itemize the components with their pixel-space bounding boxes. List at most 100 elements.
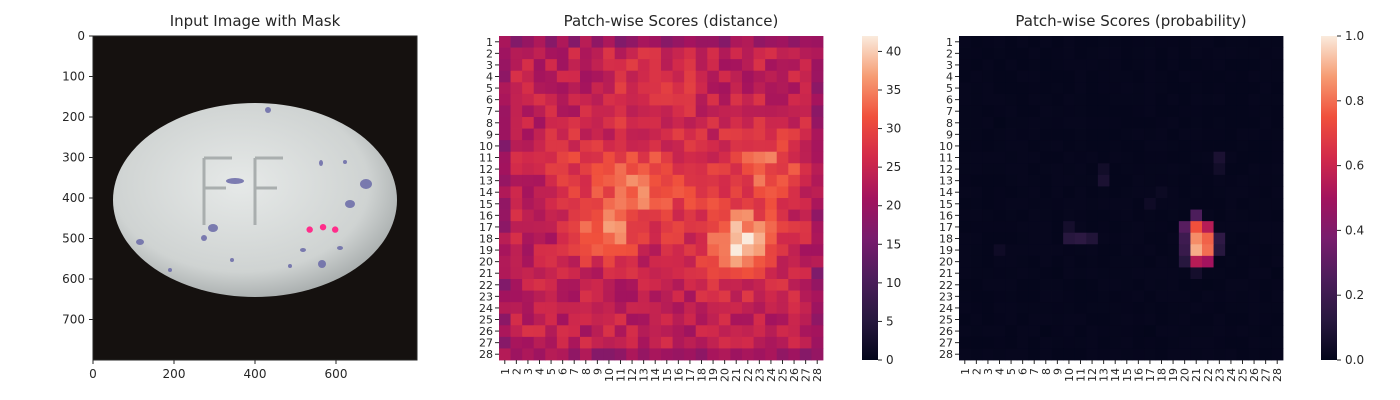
heatmap-cell xyxy=(1040,140,1052,153)
heatmap-cell xyxy=(684,302,697,315)
heatmap-cell xyxy=(1178,221,1191,234)
heatmap-cell xyxy=(637,348,650,361)
heatmap-cell xyxy=(580,82,592,95)
heatmap-cell xyxy=(1005,279,1018,291)
heatmap-cell xyxy=(730,174,743,187)
heatmap-cell xyxy=(1259,209,1272,222)
heatmap-cell xyxy=(545,290,558,303)
heatmap-cell xyxy=(1271,209,1284,222)
heatmap-cell xyxy=(1202,151,1214,164)
heatmap-cell xyxy=(545,186,558,199)
heatmap-cell xyxy=(730,198,743,210)
heatmap-cell xyxy=(1236,279,1249,291)
heatmap-cell xyxy=(510,93,523,106)
heatmap-cell xyxy=(1271,151,1284,164)
heatmap-cell xyxy=(753,255,766,268)
heatmap-cell xyxy=(684,105,697,118)
y-tick-label: 21 xyxy=(939,267,953,280)
heatmap-cell xyxy=(1271,290,1284,303)
heatmap-cell xyxy=(637,232,650,245)
heatmap-cell xyxy=(730,128,743,141)
heatmap-cell xyxy=(811,82,824,95)
heatmap-cell xyxy=(1132,336,1145,349)
heatmap-cell xyxy=(718,117,731,129)
heatmap-cell xyxy=(580,140,592,153)
heatmap-cell xyxy=(499,186,511,199)
heatmap-cell xyxy=(637,117,650,129)
heatmap-cell xyxy=(603,47,616,60)
heatmap-cell xyxy=(776,151,789,164)
heatmap-cell xyxy=(1097,47,1110,60)
heatmap-cell xyxy=(1028,174,1041,187)
heatmap-cell xyxy=(603,198,616,210)
heatmap-cell xyxy=(718,59,731,72)
heatmap-cell xyxy=(765,336,778,349)
heatmap-cell xyxy=(982,174,995,187)
heatmap-cell xyxy=(1213,36,1226,48)
heatmap-cell xyxy=(788,232,801,245)
heatmap-cell xyxy=(522,255,535,268)
y-tick-label: 24 xyxy=(479,302,493,315)
heatmap-cell xyxy=(603,163,616,176)
heatmap-cell xyxy=(603,232,616,245)
heatmap-cell xyxy=(1259,186,1272,199)
heatmap-cell xyxy=(1132,313,1145,326)
y-tick-label: 18 xyxy=(479,233,493,246)
heatmap-cell xyxy=(591,302,604,315)
heatmap-cell xyxy=(1155,279,1168,291)
heatmap-cell xyxy=(1144,255,1157,268)
heatmap-cell xyxy=(993,93,1006,106)
heatmap-cell xyxy=(1121,255,1133,268)
y-tick-label: 22 xyxy=(939,279,953,292)
heatmap-cell xyxy=(1005,336,1018,349)
heatmap-cell xyxy=(1074,336,1087,349)
heatmap-cell xyxy=(1063,59,1076,72)
heatmap-cell xyxy=(776,36,789,48)
heatmap-cell xyxy=(1005,70,1018,83)
heatmap-cell xyxy=(1213,70,1226,83)
heatmap-cell xyxy=(1074,117,1087,129)
heatmap-cell xyxy=(1016,302,1029,315)
heatmap-cell xyxy=(568,174,581,187)
heatmap-cell xyxy=(765,128,778,141)
heatmap-cell xyxy=(1178,151,1191,164)
heatmap-cell xyxy=(1190,140,1203,153)
heatmap-cell xyxy=(510,313,523,326)
heatmap-cell xyxy=(603,267,616,280)
heatmap-cell xyxy=(603,36,616,48)
heatmap-cell xyxy=(1144,336,1157,349)
heatmap-cell xyxy=(591,128,604,141)
heatmap-cell xyxy=(1086,140,1099,153)
heatmap-cell xyxy=(568,198,581,210)
y-tick-label: 27 xyxy=(939,337,953,350)
heatmap-cell xyxy=(695,221,708,234)
heatmap-cell xyxy=(510,82,523,95)
heatmap-cell xyxy=(1155,336,1168,349)
heatmap-cell xyxy=(811,59,824,72)
heatmap-cell xyxy=(661,36,673,48)
distance-colorbar xyxy=(862,36,878,360)
heatmap-cell xyxy=(1040,336,1052,349)
heatmap-cell xyxy=(1225,140,1238,153)
heatmap-cell xyxy=(1155,325,1168,338)
heatmap-cell xyxy=(591,186,604,199)
heatmap-cell xyxy=(591,163,604,176)
heatmap-cell xyxy=(718,290,731,303)
heatmap-cell xyxy=(580,47,592,60)
y-tick-label: 6 xyxy=(486,94,493,107)
heatmap-cell xyxy=(1190,93,1203,106)
y-tick-label: 8 xyxy=(486,117,493,130)
heatmap-cell xyxy=(1167,128,1180,141)
heatmap-cell xyxy=(753,221,766,234)
heatmap-cell xyxy=(510,267,523,280)
heatmap-cell xyxy=(970,140,983,153)
heatmap-cell xyxy=(580,128,592,141)
heatmap-cell xyxy=(672,59,685,72)
heatmap-cell xyxy=(661,163,673,176)
y-tick-label: 15 xyxy=(939,198,953,211)
heatmap-cell xyxy=(1202,36,1214,48)
heatmap-cell xyxy=(661,255,673,268)
heatmap-cell xyxy=(1190,302,1203,315)
y-tick-label: 14 xyxy=(479,186,493,199)
heatmap-cell xyxy=(684,244,697,257)
